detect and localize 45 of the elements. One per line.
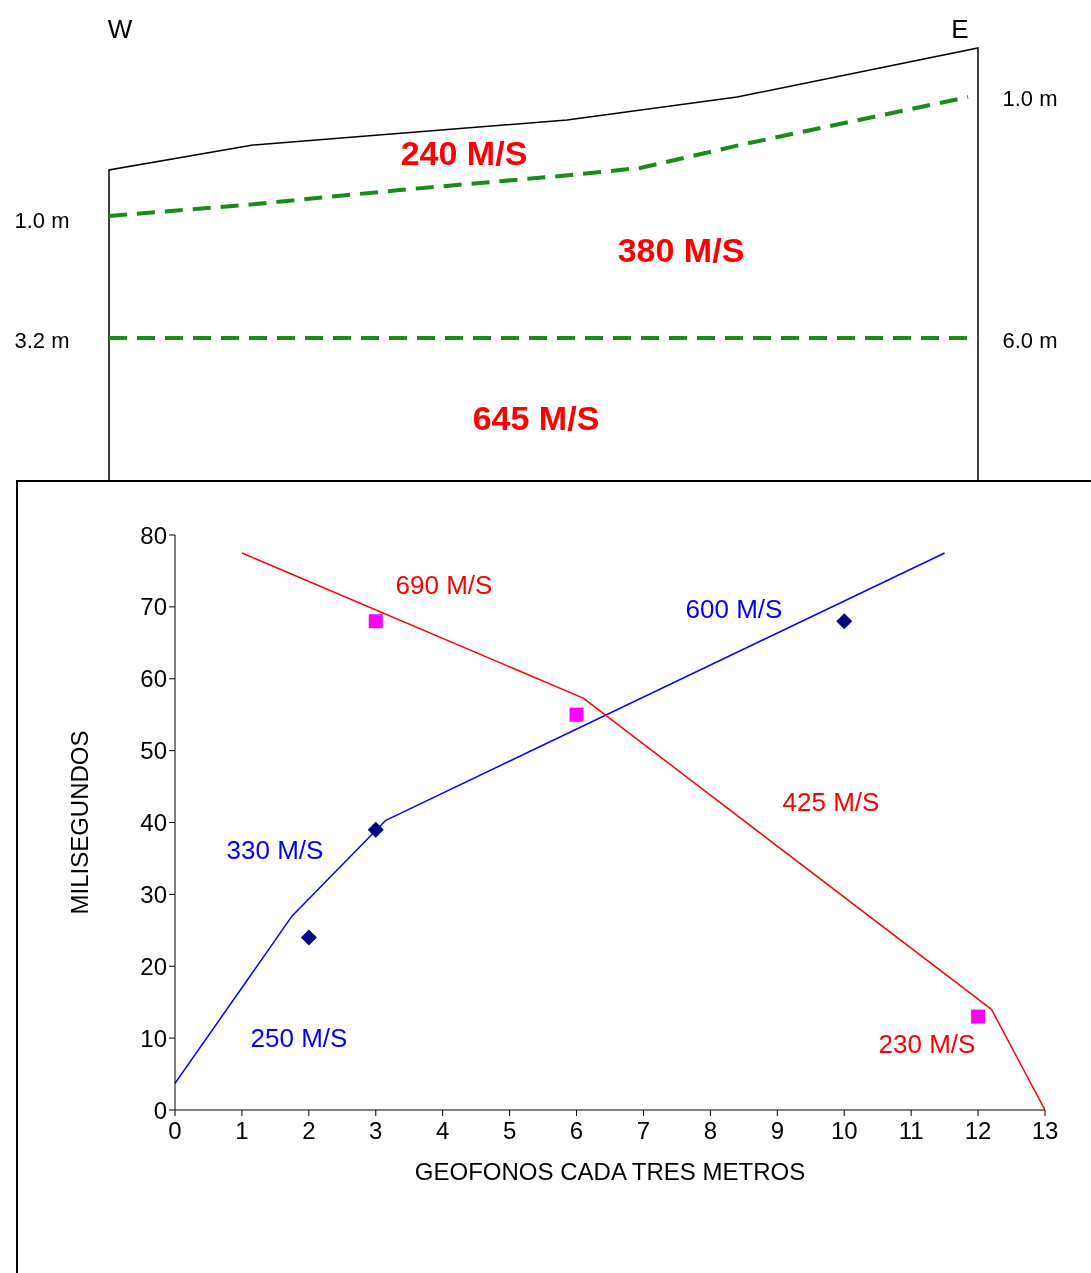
- annotation: 230 M/S: [878, 1029, 976, 1059]
- y-tick-label: 0: [153, 1096, 167, 1124]
- x-tick-label: 4: [436, 1117, 450, 1145]
- annotation: 600 M/S: [685, 594, 783, 624]
- text: 3.2 m: [14, 328, 70, 353]
- y-tick-label: 10: [140, 1024, 167, 1052]
- x-tick-label: 10: [830, 1117, 858, 1145]
- text: 240 M/S: [400, 134, 528, 172]
- x-tick-label: 3: [369, 1117, 383, 1145]
- text: 1.0 m: [14, 208, 70, 233]
- text: 380 M/S: [617, 231, 745, 269]
- x-tick-label: 12: [964, 1117, 992, 1145]
- x-tick-label: 5: [502, 1117, 517, 1145]
- text: 645 M/S: [472, 399, 600, 437]
- text: 1.0 m: [1002, 86, 1058, 111]
- x-axis-title: GEOFONOS CADA TRES METROS: [414, 1158, 806, 1185]
- x-tick-label: 1: [235, 1117, 249, 1145]
- annotation: 250 M/S: [250, 1023, 348, 1053]
- y-tick-label: 60: [140, 665, 167, 693]
- text: 6.0 m: [1002, 328, 1058, 353]
- x-tick-label: 7: [636, 1117, 651, 1145]
- y-axis-title: MILISEGUNDOS: [65, 730, 93, 915]
- point: [367, 821, 384, 838]
- point: [836, 613, 853, 630]
- point: [368, 614, 383, 629]
- y-tick-label: 50: [140, 737, 167, 765]
- y-tick-label: 30: [140, 880, 167, 908]
- x-tick-label: 13: [1031, 1117, 1059, 1145]
- x-tick-label: 6: [569, 1117, 584, 1145]
- annotation: 690 M/S: [395, 570, 493, 600]
- x-tick-label: 2: [302, 1117, 316, 1145]
- y-tick-label: 40: [140, 809, 167, 837]
- annotation: 330 M/S: [226, 835, 324, 865]
- annotation: 425 M/S: [782, 787, 880, 817]
- y-tick-label: 20: [140, 952, 167, 980]
- point: [300, 929, 317, 946]
- x-tick-label: 9: [770, 1117, 784, 1145]
- point: [971, 1009, 986, 1024]
- x-tick-label: 11: [898, 1117, 924, 1145]
- y-tick-label: 80: [140, 521, 167, 549]
- point: [569, 707, 584, 722]
- x-tick-label: 8: [703, 1117, 718, 1145]
- text: E: [951, 14, 969, 44]
- y-tick-label: 70: [140, 593, 167, 621]
- text: W: [107, 14, 133, 44]
